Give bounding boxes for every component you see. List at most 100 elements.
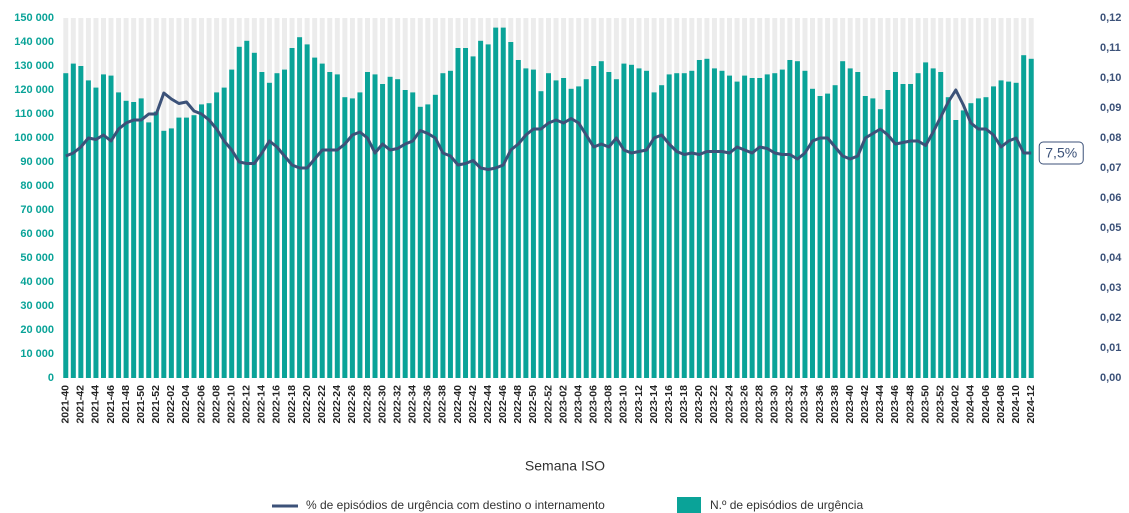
x-tick-label: 2022-18: [286, 385, 298, 424]
bar: [538, 91, 544, 378]
bar: [176, 117, 182, 378]
bar: [644, 70, 650, 379]
x-tick-label: 2023-08: [603, 385, 615, 424]
y-tick-label: 120 000: [14, 84, 54, 96]
x-tick-label: 2022-34: [407, 385, 419, 424]
bar: [327, 72, 333, 378]
x-tick-label: 2022-22: [316, 385, 328, 424]
bar: [840, 61, 846, 378]
bar: [251, 52, 257, 379]
bar: [862, 96, 868, 378]
bar: [289, 48, 295, 378]
x-tick-label: 2023-36: [814, 385, 826, 424]
bar: [78, 66, 84, 378]
y-tick-label: 30 000: [20, 300, 54, 312]
bar: [463, 48, 469, 378]
bar: [500, 27, 506, 378]
x-tick-label: 2023-44: [874, 385, 886, 424]
bar: [689, 70, 695, 379]
y-tick-label: 50 000: [20, 252, 54, 264]
bar: [70, 63, 76, 378]
bar: [621, 63, 627, 378]
y-tick-label: 150 000: [14, 12, 54, 24]
y-tick-label: 70 000: [20, 204, 54, 216]
bar: [772, 73, 778, 378]
x-tick-label: 2024-12: [1025, 385, 1037, 424]
bar: [960, 110, 966, 379]
bar: [749, 78, 755, 378]
bar: [802, 70, 808, 379]
bar: [583, 79, 589, 378]
x-tick-label: 2022-42: [467, 385, 479, 424]
bar: [787, 60, 793, 378]
x-tick-label: 2023-14: [648, 385, 660, 424]
bar: [900, 84, 906, 378]
bar: [553, 80, 559, 379]
bar: [108, 75, 114, 378]
bar: [425, 104, 431, 379]
x-tick-label: 2022-20: [301, 385, 313, 424]
x-tick-label: 2022-28: [361, 385, 373, 424]
bar: [681, 73, 687, 378]
bar: [304, 44, 310, 379]
bar: [968, 103, 974, 378]
bar: [447, 70, 453, 379]
x-tick-label: 2023-48: [904, 385, 916, 424]
y2-tick-label: 0,04: [1100, 252, 1122, 264]
bar: [93, 87, 99, 378]
x-tick-label: 2023-06: [588, 385, 600, 424]
bar: [915, 73, 921, 378]
bar: [297, 37, 303, 378]
bar: [817, 96, 823, 378]
y-tick-label: 140 000: [14, 36, 54, 48]
x-tick-label: 2022-24: [331, 385, 343, 424]
bar: [885, 90, 891, 378]
bar: [221, 87, 227, 378]
bar: [455, 48, 461, 378]
bar: [711, 68, 717, 379]
bar: [372, 74, 378, 379]
x-tick-label: 2023-30: [769, 385, 781, 424]
bar: [206, 103, 212, 378]
bar: [236, 46, 242, 379]
bar: [908, 84, 914, 378]
bar: [131, 102, 137, 378]
bar: [598, 61, 604, 378]
y-tick-label: 0: [48, 372, 54, 384]
x-tick-label: 2023-02: [557, 385, 569, 424]
bar: [274, 73, 280, 378]
y2-tick-label: 0,05: [1100, 222, 1121, 234]
y2-tick-label: 0,02: [1100, 312, 1121, 324]
bar: [877, 109, 883, 378]
bar: [259, 72, 265, 378]
y2-tick-label: 0,06: [1100, 192, 1121, 204]
bar: [651, 92, 657, 379]
bar: [334, 74, 340, 379]
y2-tick-label: 0,12: [1100, 12, 1121, 24]
x-tick-label: 2022-30: [376, 385, 388, 424]
legend-label: N.º de episódios de urgência: [710, 498, 863, 512]
bar: [244, 40, 250, 379]
bar: [364, 72, 370, 378]
x-tick-label: 2021-42: [75, 385, 87, 424]
y-tick-label: 90 000: [20, 156, 54, 168]
bar: [998, 80, 1004, 379]
y2-tick-label: 0,09: [1100, 102, 1121, 114]
bar: [199, 104, 205, 379]
bar: [825, 93, 831, 378]
bar: [153, 111, 159, 378]
bar: [591, 66, 597, 378]
x-tick-label: 2022-46: [497, 385, 509, 424]
x-tick-label: 2023-34: [799, 385, 811, 424]
bar: [168, 128, 174, 378]
bar: [810, 88, 815, 379]
bar: [855, 72, 861, 378]
bar: [138, 98, 144, 379]
bar: [380, 84, 386, 378]
bar: [116, 92, 122, 379]
x-tick-label: 2021-52: [150, 385, 162, 424]
x-tick-label: 2023-18: [678, 385, 690, 424]
x-tick-label: 2023-28: [753, 385, 765, 424]
bar: [546, 73, 551, 378]
x-tick-label: 2021-40: [60, 385, 72, 424]
